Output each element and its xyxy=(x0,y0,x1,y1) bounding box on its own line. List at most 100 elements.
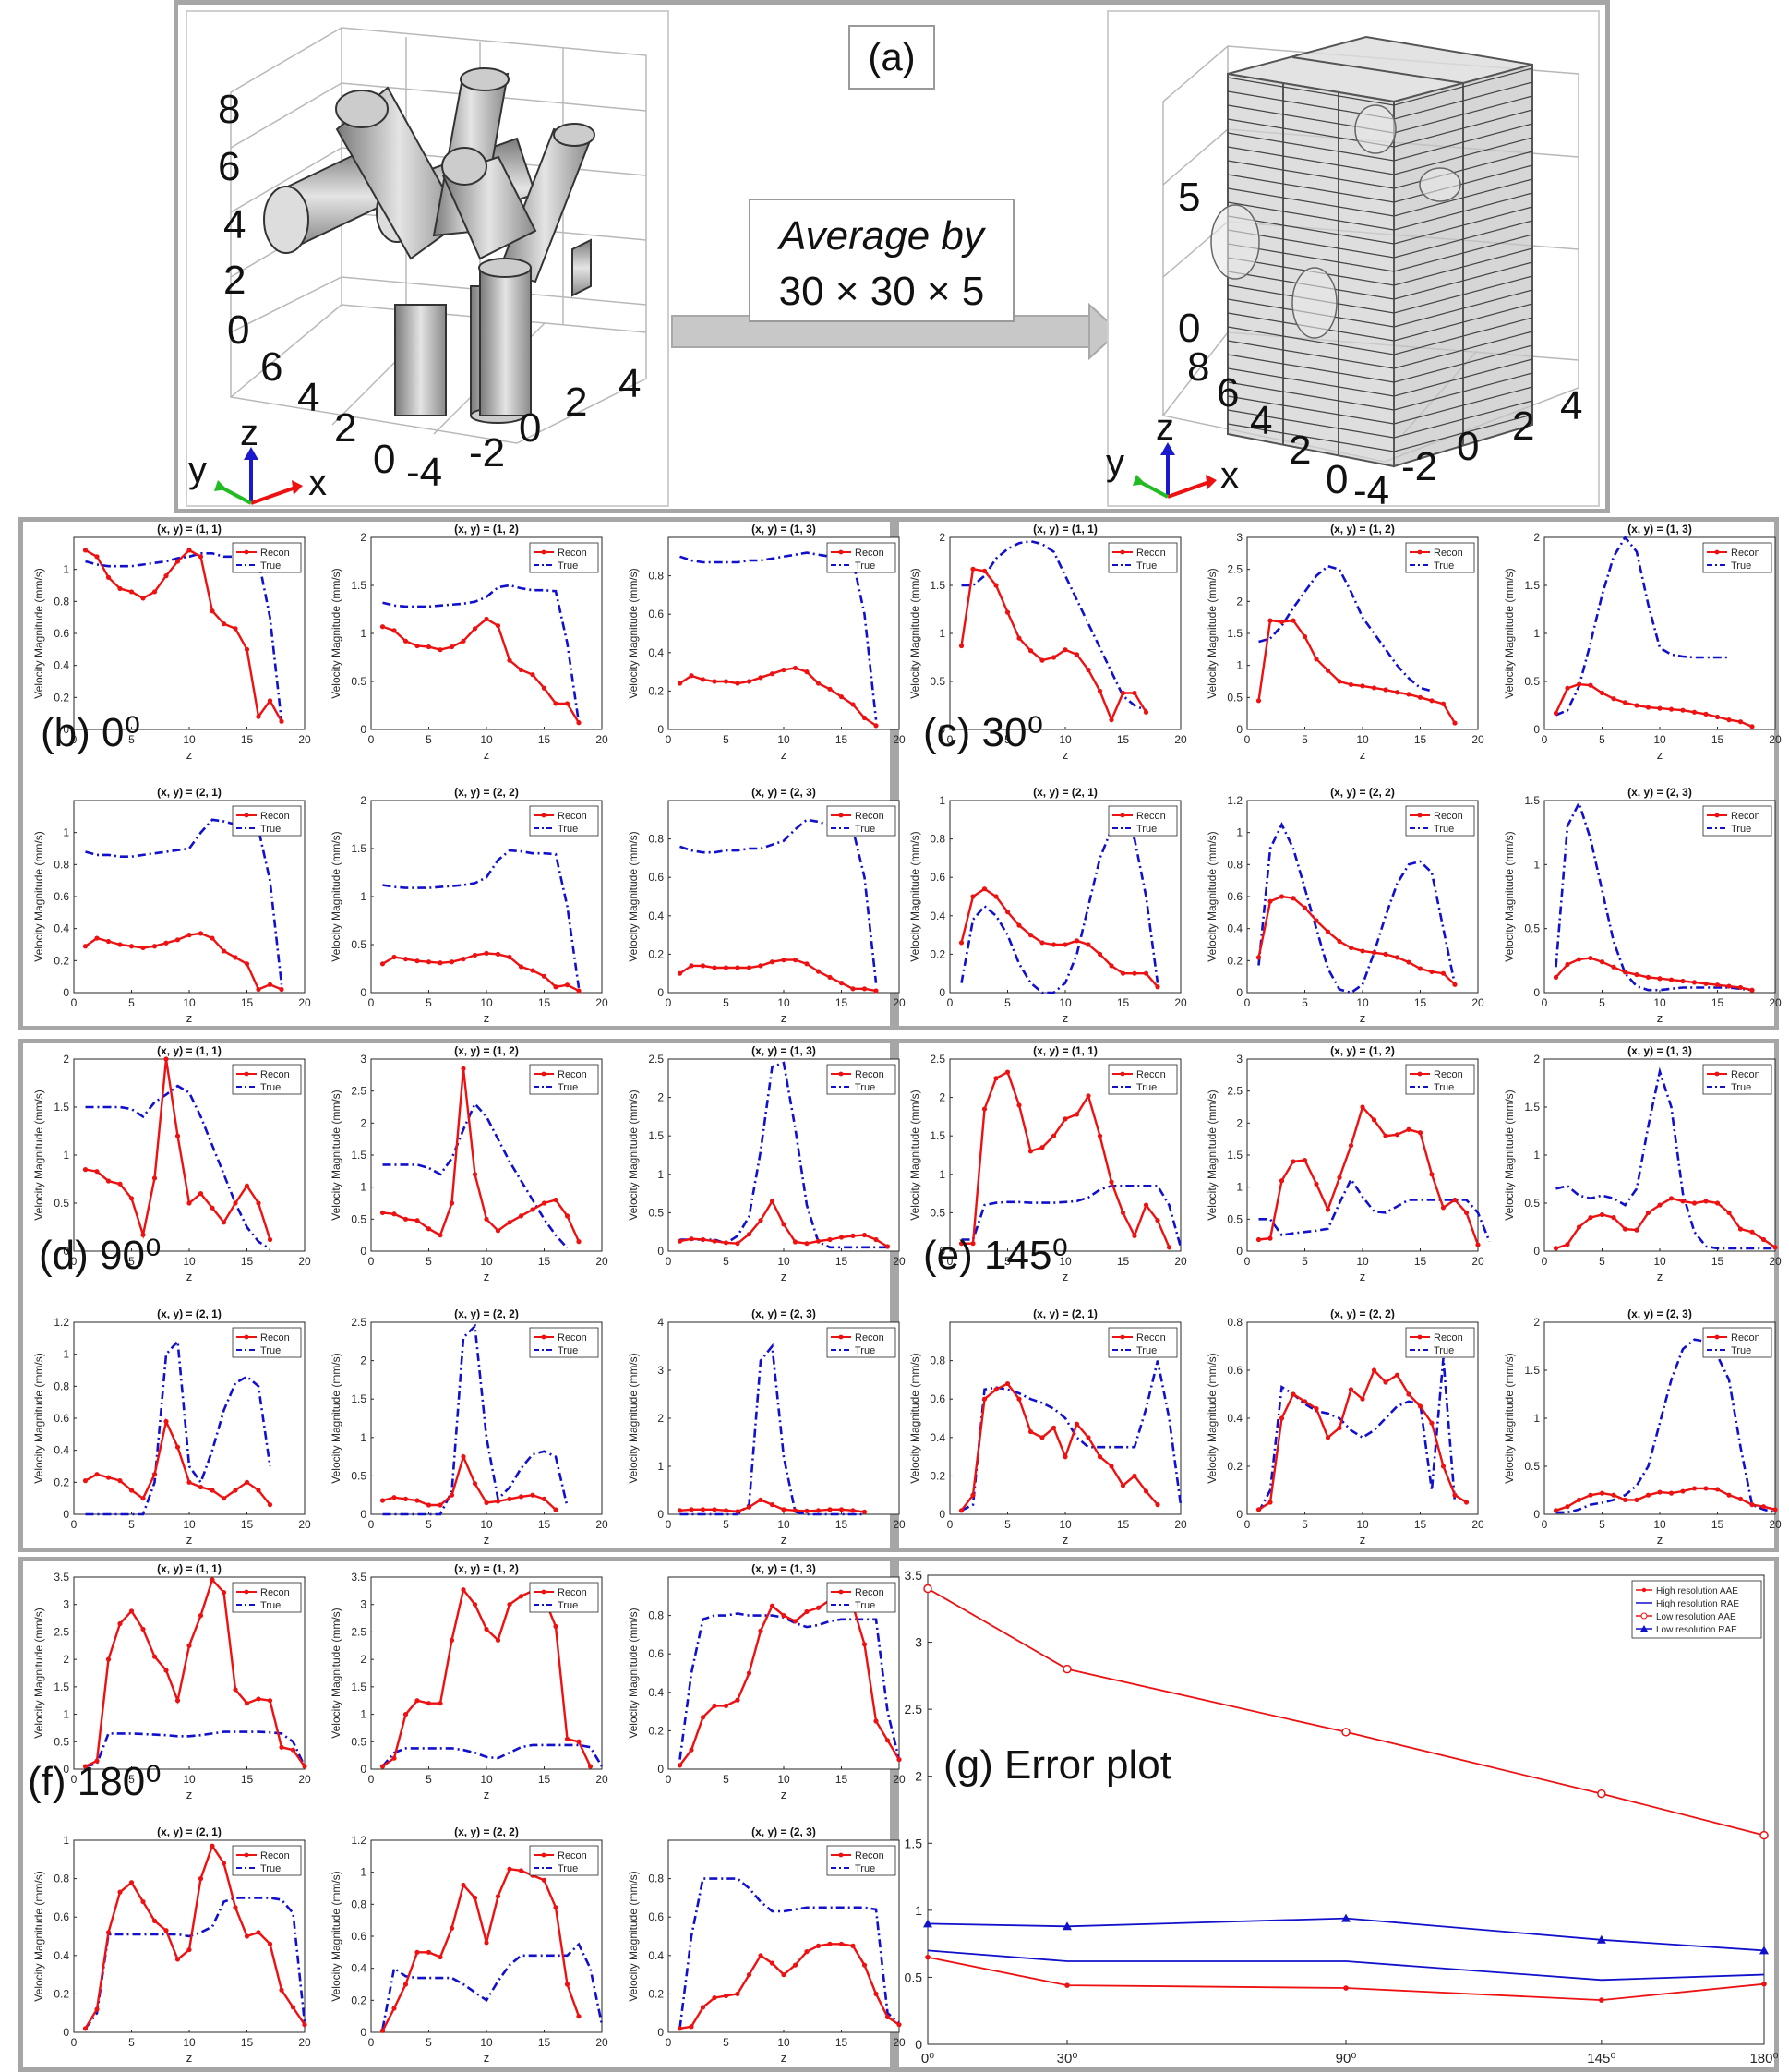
y-tick-label: 1 xyxy=(360,1431,366,1444)
panel-g-error-plot: 0 0.5 1 1.5 2 2.5 3 3.5 0⁰ 30⁰ 90⁰ 145⁰ 180⁰ High res… xyxy=(905,1568,1779,2066)
error-legend-label: Low resolution RAE xyxy=(1656,1625,1737,1635)
recon-point xyxy=(689,673,694,679)
recon-point xyxy=(1565,1504,1570,1510)
recon-point xyxy=(1737,1226,1744,1232)
recon-point xyxy=(391,2006,397,2011)
recon-point xyxy=(1553,1246,1559,1251)
x-tick-label: 10 xyxy=(183,1773,196,1786)
legend-recon-label: Recon xyxy=(855,1850,884,1861)
y-tick-label: 0 xyxy=(657,723,664,736)
y-tick-label: 0 xyxy=(939,1245,945,1258)
recon-point xyxy=(426,1701,432,1706)
recon-point xyxy=(827,974,833,980)
x-tick-label: 10 xyxy=(1653,733,1666,746)
recon-series-line xyxy=(381,1867,581,2031)
recon-point xyxy=(781,1222,786,1227)
recon-point xyxy=(758,963,763,969)
recon-point xyxy=(1291,1391,1296,1397)
y-tick-label: 2 xyxy=(657,1091,664,1104)
recon-point xyxy=(174,1444,181,1450)
x-axis-label: z xyxy=(1063,1011,1069,1025)
y-tick-label: 0.5 xyxy=(1227,1212,1243,1225)
recon-point xyxy=(472,1172,478,1177)
recon-series-line xyxy=(84,1843,306,2030)
recon-point xyxy=(128,1196,135,1201)
y-tick-label: 0.5 xyxy=(1524,1460,1540,1473)
recon-point xyxy=(518,1594,524,1599)
x-tick-label: 10 xyxy=(183,1518,196,1531)
averaging-arrow: Average by 30 × 30 × 5 xyxy=(671,199,1121,361)
true-series-line xyxy=(382,849,581,988)
recon-point xyxy=(1039,1435,1045,1440)
y-tick-label: 0.8 xyxy=(648,1873,664,1885)
recon-point xyxy=(758,1218,763,1223)
recon-point xyxy=(1452,720,1458,726)
recon-point xyxy=(1279,894,1285,899)
x-axis-label: z xyxy=(186,748,193,762)
panel-e-subplots: (x, y) = (1, 1)0 5 10 15 2000.511.522.5zVelo… xyxy=(908,1044,1782,1547)
recon-point xyxy=(993,894,999,899)
legend-recon-marker xyxy=(838,1334,844,1340)
x-tick-label: 10 xyxy=(1356,1255,1369,1268)
x-tick-label: 0 xyxy=(368,996,375,1009)
x-tick-label: 15 xyxy=(241,733,254,746)
y-axis-label: Velocity Magnitude (mm/s) xyxy=(32,1608,45,1738)
recon-point xyxy=(472,952,478,958)
recon-point xyxy=(151,1472,158,1477)
legend-recon-label: Recon xyxy=(260,1587,290,1598)
recon-point xyxy=(735,681,740,686)
true-series-line xyxy=(1258,1176,1491,1243)
recon-point xyxy=(769,671,775,677)
x-tick-label: 15 xyxy=(538,1518,551,1531)
recon-point xyxy=(438,1233,443,1238)
recon-point xyxy=(576,1239,582,1245)
y-tick-label: 2 xyxy=(1533,1316,1540,1329)
error-series-point xyxy=(1596,1934,1606,1944)
legend-true-label: True xyxy=(1434,560,1454,572)
recon-point xyxy=(970,566,976,572)
legend-true-label: True xyxy=(1731,560,1751,572)
true-series-line xyxy=(961,539,1147,712)
y-tick-label: 0.8 xyxy=(54,595,69,608)
recon-point xyxy=(484,1216,489,1222)
x-tick-label: 5 xyxy=(723,2036,729,2049)
recon-point xyxy=(461,1882,466,1888)
recon-point xyxy=(198,1191,204,1197)
recon-point xyxy=(186,1643,192,1648)
recon-point xyxy=(163,1668,169,1673)
y-tick-label: 4 xyxy=(657,1316,664,1329)
y-axis-label: Velocity Magnitude (mm/s) xyxy=(330,1090,342,1220)
y-tick-label: 1 xyxy=(360,1866,366,1879)
recon-point xyxy=(677,2026,683,2031)
left-tick-labels: 8 6 4 2 0 6 4 2 0 -4 -2 0 2 4 xyxy=(218,87,641,495)
legend-recon-label: Recon xyxy=(1731,811,1760,822)
recon-point xyxy=(884,2014,891,2019)
recon-point xyxy=(541,685,547,691)
slice-line xyxy=(1227,372,1533,411)
error-series-point xyxy=(1064,1982,1070,1988)
recon-point xyxy=(827,1507,833,1512)
y-tick-label: 3 xyxy=(360,1053,366,1066)
recon-point xyxy=(495,1637,501,1643)
recon-point xyxy=(838,981,845,986)
panel-d-subplots: (x, y) = (1, 1)0 5 10 15 2000.511.52zVelocit… xyxy=(32,1044,906,1547)
panel-f-subplots: (x, y) = (1, 1)0 5 10 15 2000.511.522.533.5z… xyxy=(32,1562,906,2065)
recon-point xyxy=(1016,1396,1022,1402)
x-tick-label: 0 xyxy=(1542,996,1548,1009)
y-tick-label: 1.5 xyxy=(905,1836,923,1850)
y-tick-label: 1.5 xyxy=(351,842,366,855)
slice-line xyxy=(1227,331,1533,369)
error-series-point xyxy=(1759,1946,1769,1955)
legend-true-label: True xyxy=(1731,1345,1751,1356)
recon-point xyxy=(1255,1507,1262,1512)
y-tick-label: 0.8 xyxy=(648,833,664,846)
recon-point xyxy=(438,647,443,653)
right-tick-labels: 5 0 8 6 4 2 0 -4 -2 0 2 4 xyxy=(1178,175,1582,513)
recon-point xyxy=(1086,1435,1091,1440)
recon-point xyxy=(1027,1149,1034,1154)
legend-recon-label: Recon xyxy=(1434,1332,1463,1343)
x-tick-label: 20 xyxy=(595,996,608,1009)
recon-point xyxy=(174,1957,181,1962)
recon-point xyxy=(1463,1210,1470,1215)
recon-point xyxy=(896,2022,902,2028)
